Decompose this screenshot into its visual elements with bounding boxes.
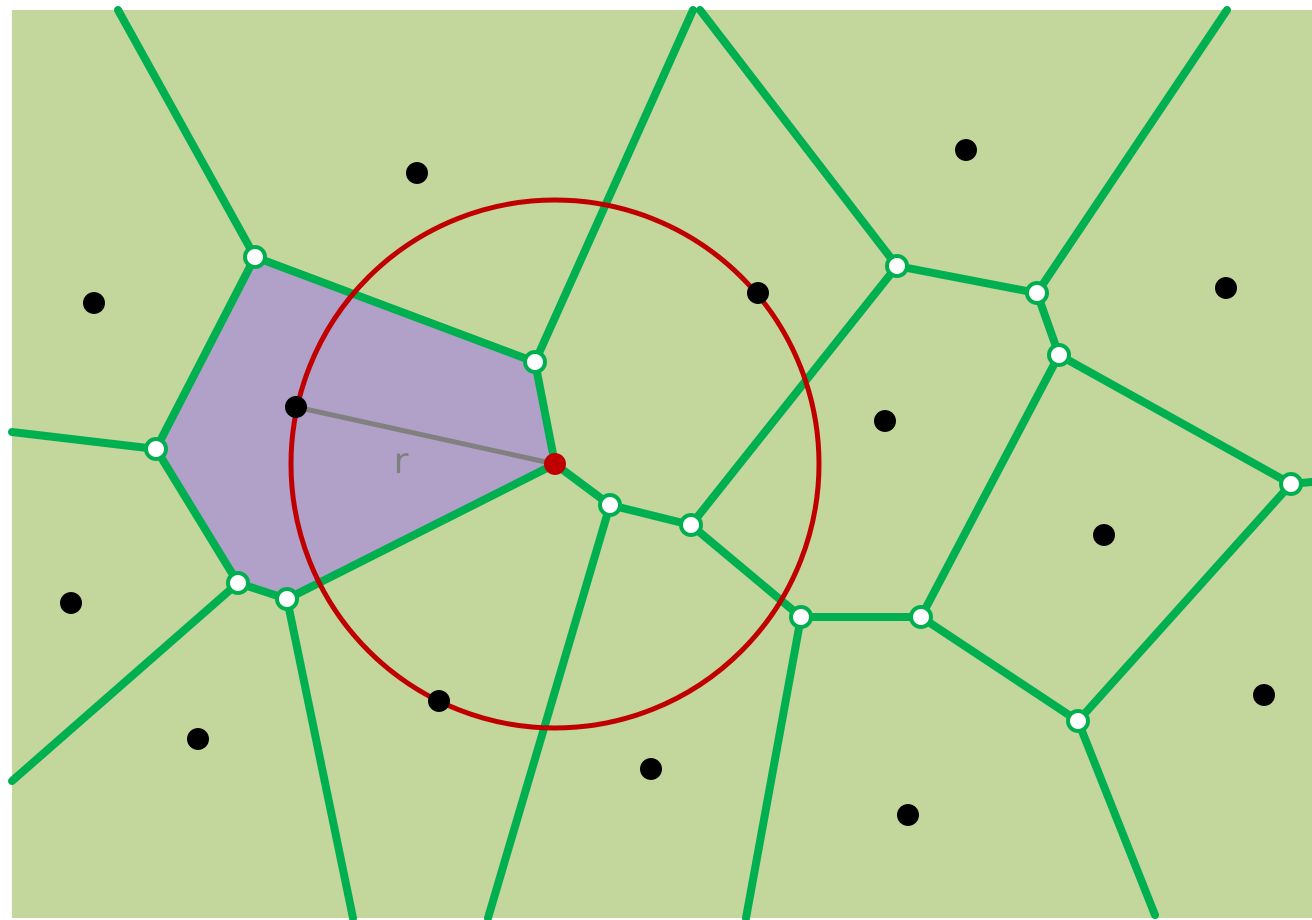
voronoi-edge: [687, 262, 901, 529]
site-point: [1093, 524, 1115, 546]
voronoi-edge: [696, 6, 901, 270]
site-point: [955, 139, 977, 161]
voronoi-edge: [283, 460, 559, 603]
site-point: [897, 804, 919, 826]
voronoi-edge: [8, 579, 242, 785]
voronoi-edge: [8, 428, 160, 453]
voronoi-edge: [484, 501, 614, 920]
empty-circle: [288, 197, 822, 731]
site-point: [187, 728, 209, 750]
radius-line: [295, 404, 556, 467]
site-point: [285, 396, 307, 418]
voronoi-edge: [1033, 6, 1231, 297]
voronoi-vertex: [144, 437, 168, 461]
voronoi-edge: [531, 6, 697, 366]
voronoi-edge: [531, 358, 559, 468]
voronoi-vertex: [275, 587, 299, 611]
voronoi-sites: [60, 139, 1275, 826]
voronoi-vertex: [243, 245, 267, 269]
voronoi-edge: [606, 501, 695, 529]
site-point: [406, 162, 428, 184]
voronoi-vertex: [226, 571, 250, 595]
voronoi-edge: [152, 445, 242, 587]
site-point: [874, 410, 896, 432]
voronoi-vertices: [144, 245, 1303, 733]
site-point: [83, 292, 105, 314]
voronoi-vertex: [1025, 281, 1049, 305]
voronoi-vertex: [789, 605, 813, 629]
voronoi-vertex: [523, 350, 547, 374]
voronoi-vertex: [1047, 343, 1071, 367]
voronoi-edges: [8, 6, 1312, 920]
site-point: [1215, 277, 1237, 299]
voronoi-edge: [893, 262, 1041, 297]
voronoi-vertex: [679, 513, 703, 537]
voronoi-edge: [742, 613, 805, 920]
voronoi-vertex: [598, 493, 622, 517]
voronoi-edge: [283, 595, 357, 920]
voronoi-edge: [152, 253, 259, 453]
radius-label: r: [394, 441, 409, 482]
site-point: [60, 592, 82, 614]
voronoi-edge: [1074, 480, 1295, 725]
site-point: [1253, 684, 1275, 706]
site-point: [428, 690, 450, 712]
voronoi-edge: [114, 6, 259, 261]
voronoi-edge: [1074, 717, 1159, 919]
site-point: [640, 758, 662, 780]
voronoi-vertex: [909, 605, 933, 629]
circle-center-vertex: [544, 453, 566, 475]
voronoi-edge: [917, 351, 1063, 621]
voronoi-vertex: [1066, 709, 1090, 733]
site-point: [747, 282, 769, 304]
voronoi-edge: [1055, 351, 1295, 488]
voronoi-vertex: [885, 254, 909, 278]
voronoi-edge: [251, 253, 539, 366]
voronoi-vertex: [1279, 472, 1303, 496]
voronoi-edge: [917, 613, 1082, 725]
